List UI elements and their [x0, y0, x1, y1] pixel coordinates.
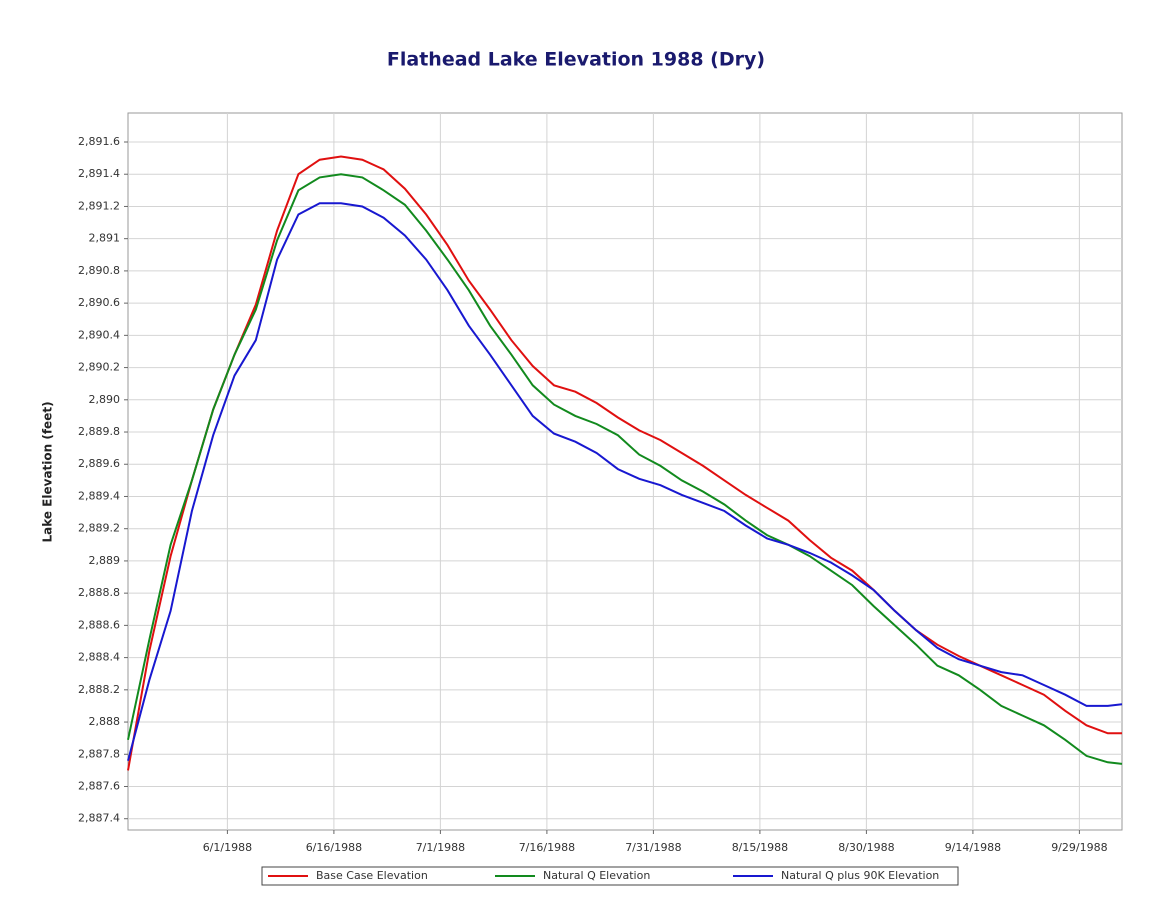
y-tick-label: 2,888: [89, 715, 121, 728]
x-tick-label: 7/16/1988: [519, 841, 575, 854]
y-tick-label: 2,889.2: [78, 522, 120, 535]
x-tick-label: 7/1/1988: [416, 841, 465, 854]
legend-label: Base Case Elevation: [316, 869, 428, 882]
y-tick-label: 2,888.6: [78, 618, 120, 631]
x-tick-label: 8/30/1988: [838, 841, 894, 854]
y-tick-label: 2,891.2: [78, 199, 120, 212]
chart-title: Flathead Lake Elevation 1988 (Dry): [387, 49, 765, 71]
y-tick-label: 2,887.8: [78, 747, 120, 760]
legend-box: [261, 866, 959, 886]
y-tick-label: 2,891.6: [78, 135, 120, 148]
y-tick-label: 2,890: [89, 393, 121, 406]
y-tick-label: 2,889.8: [78, 425, 120, 438]
data-line: [127, 202, 1123, 761]
y-tick-label: 2,888.8: [78, 586, 120, 599]
y-tick-label: 2,887.4: [78, 812, 120, 825]
y-tick-label: 2,890.6: [78, 296, 120, 309]
y-tick-label: 2,888.2: [78, 683, 120, 696]
x-tick-label: 6/1/1988: [203, 841, 252, 854]
y-tick-label: 2,890.2: [78, 361, 120, 374]
y-tick-label: 2,887.6: [78, 779, 120, 792]
y-tick-label: 2,890.8: [78, 264, 120, 277]
x-tick-label: 6/16/1988: [306, 841, 362, 854]
y-tick-label: 2,891.4: [78, 167, 120, 180]
y-tick-label: 2,889: [89, 554, 121, 567]
legend-label: Natural Q plus 90K Elevation: [781, 869, 939, 882]
y-tick-label: 2,889.6: [78, 457, 120, 470]
legend-label: Natural Q Elevation: [543, 869, 650, 882]
x-tick-label: 9/29/1988: [1051, 841, 1107, 854]
y-axis-label: Lake Elevation (feet): [41, 401, 55, 542]
x-tick-label: 8/15/1988: [732, 841, 788, 854]
data-line: [127, 173, 1123, 765]
data-line: [127, 155, 1122, 771]
x-tick-label: 9/14/1988: [945, 841, 1001, 854]
x-tick-label: 7/31/1988: [625, 841, 681, 854]
y-tick-label: 2,888.4: [78, 651, 120, 664]
y-tick-label: 2,889.4: [78, 489, 120, 502]
y-tick-label: 2,891: [89, 232, 121, 245]
y-tick-label: 2,890.4: [78, 328, 120, 341]
